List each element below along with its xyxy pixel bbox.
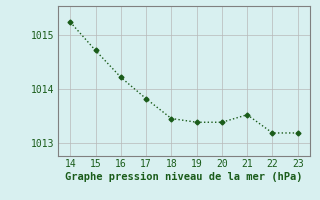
X-axis label: Graphe pression niveau de la mer (hPa): Graphe pression niveau de la mer (hPa) bbox=[65, 172, 303, 182]
